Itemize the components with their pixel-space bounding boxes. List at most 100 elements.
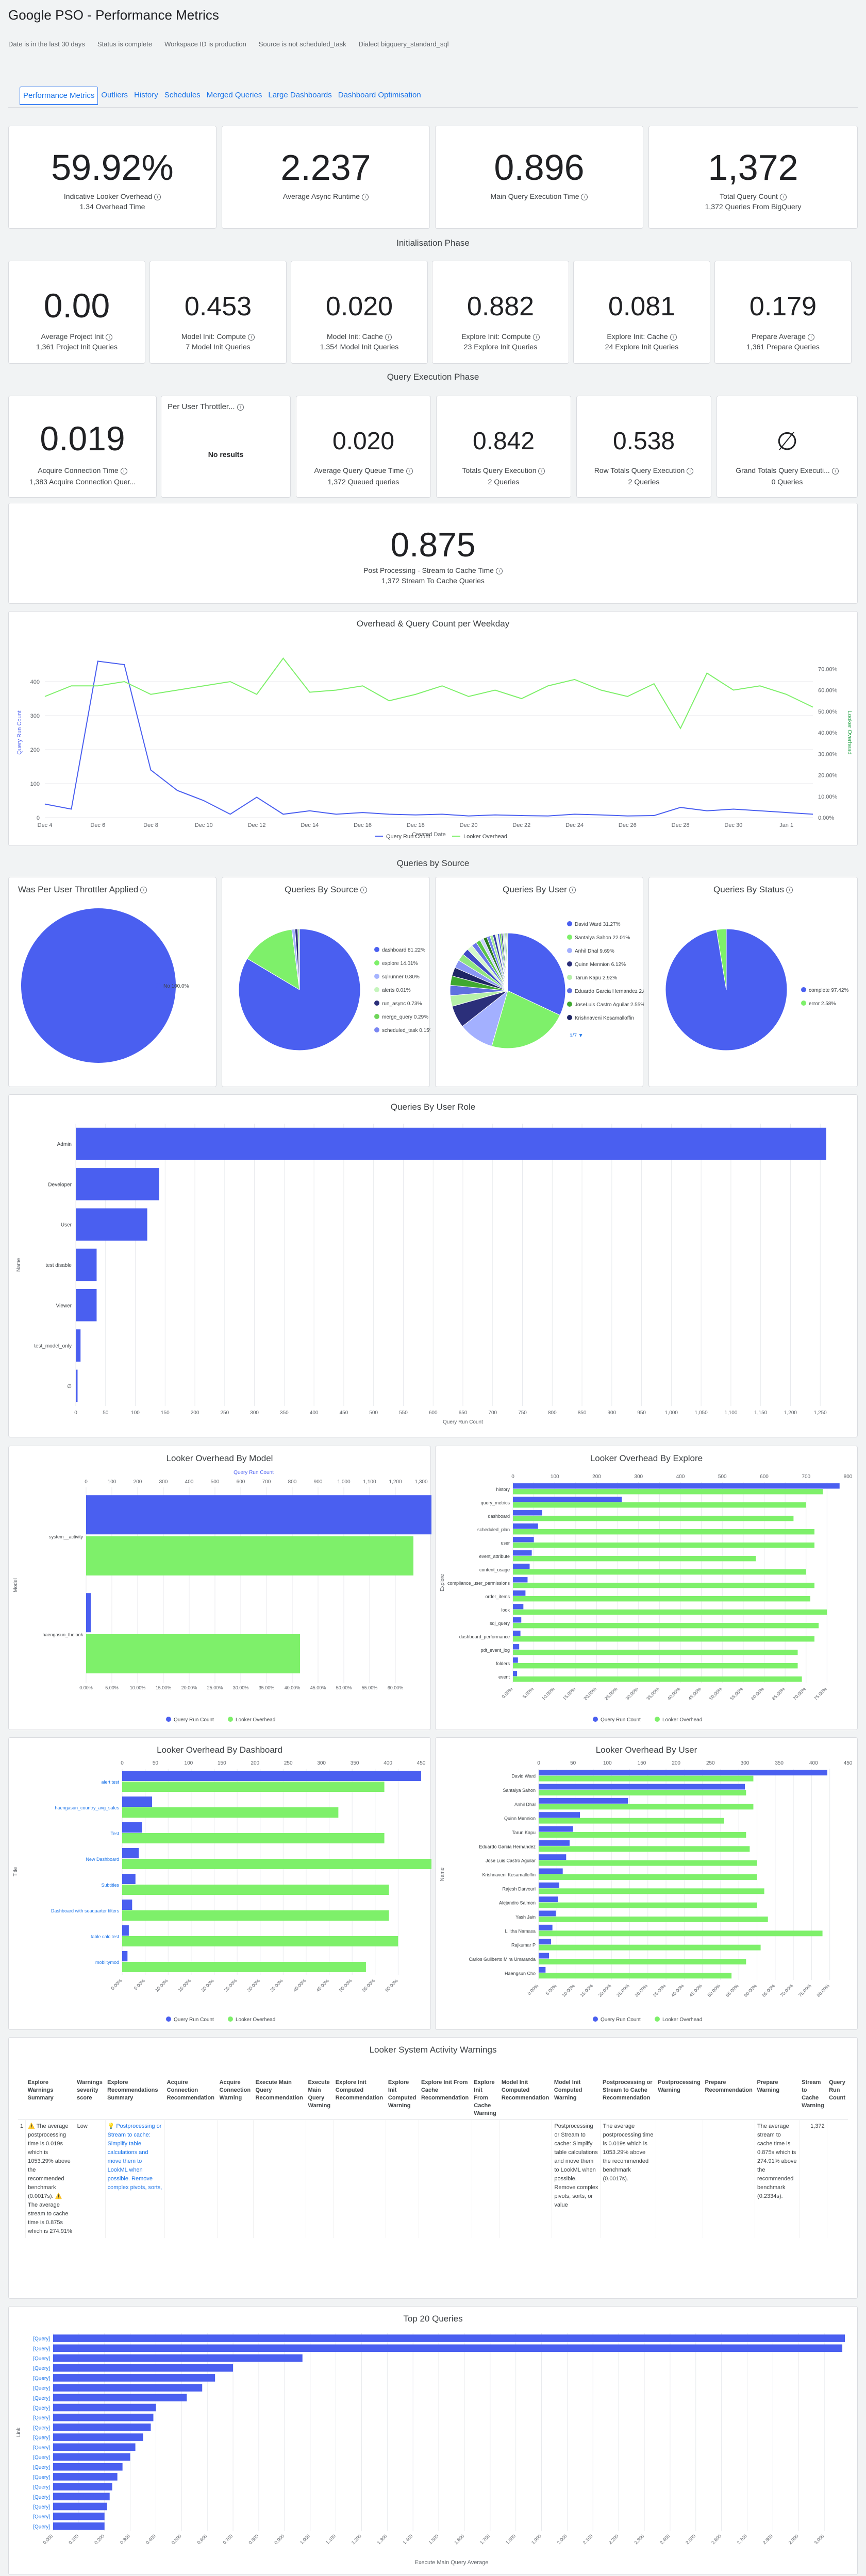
bar-query-run-count <box>539 1953 549 1959</box>
info-icon[interactable]: i <box>495 567 503 574</box>
filter-chip[interactable]: Status is complete <box>97 40 153 48</box>
info-icon[interactable]: i <box>154 193 161 200</box>
column-header[interactable]: Prepare Warning <box>755 2077 800 2120</box>
y-tick-label: 300 <box>30 713 40 719</box>
x-tick-label: 500 <box>369 1410 378 1416</box>
kpi-card: 0.896 Main Query Execution Time i <box>435 126 643 229</box>
column-header[interactable]: Explore Init From Cache Warning <box>472 2077 499 2120</box>
category-link: [Query] <box>33 2356 50 2362</box>
tab-merged-queries[interactable]: Merged Queries <box>206 91 262 99</box>
column-header[interactable]: Stream to Cache Warning <box>800 2077 827 2120</box>
bar <box>53 2424 151 2431</box>
bar-looker-overhead <box>513 1623 819 1629</box>
column-header[interactable]: Explore Warnings Summary <box>25 2077 75 2120</box>
tab-outliers[interactable]: Outliers <box>101 91 128 99</box>
filter-chip[interactable]: Date is in the last 30 days <box>8 40 85 48</box>
chart-title: Was Per User Throttler Applied i <box>18 885 147 895</box>
kpi-card: 0.179 Prepare Average i 1,361 Prepare Que… <box>714 261 852 364</box>
column-header[interactable]: Query Run Count <box>827 2077 848 2120</box>
tab-schedules[interactable]: Schedules <box>164 91 201 99</box>
x-tick-label: 0.700 <box>222 2533 234 2545</box>
bar-looker-overhead <box>122 1833 385 1843</box>
info-icon[interactable]: i <box>538 467 545 474</box>
info-icon[interactable]: i <box>406 467 413 474</box>
tab-large-dashboards[interactable]: Large Dashboards <box>268 91 332 99</box>
filter-chip[interactable]: Dialect bigquery_standard_sql <box>358 40 449 48</box>
info-icon[interactable]: i <box>360 887 367 894</box>
info-icon[interactable]: i <box>569 887 576 894</box>
pie-chart: David Ward 31.27% Santalya Sahon 22.01% An… <box>449 921 644 1049</box>
info-icon[interactable]: i <box>106 333 113 341</box>
kpi-value: 0.00 <box>43 286 110 325</box>
column-header[interactable]: Execute Main Query Warning <box>306 2077 334 2120</box>
bar <box>53 2473 118 2481</box>
cell-recommendation[interactable]: 💡 Postprocessing or Stream to cache: Sim… <box>105 2120 165 2238</box>
series-line-looker-overhead <box>44 657 813 730</box>
tab-performance-metrics[interactable]: Performance Metrics <box>20 87 98 105</box>
bar-looker-overhead <box>539 1902 757 1908</box>
x-tick-label: 1,100 <box>724 1410 737 1416</box>
column-header[interactable]: Explore Init Computed Recommendation <box>333 2077 386 2120</box>
info-icon[interactable]: i <box>831 467 839 474</box>
column-header[interactable]: Model Init Computed Recommendation <box>499 2077 552 2120</box>
info-icon[interactable]: i <box>670 333 677 341</box>
column-header[interactable]: Explore Init Computed Warning <box>386 2077 419 2120</box>
column-header[interactable]: Prepare Recommendation <box>703 2077 755 2120</box>
cell-empty <box>499 2120 553 2238</box>
bar <box>76 1208 147 1241</box>
info-icon[interactable]: i <box>687 467 694 474</box>
info-icon[interactable]: i <box>807 333 814 341</box>
bar <box>53 2512 105 2520</box>
x-tick-label: Dec 16 <box>354 822 372 828</box>
info-icon[interactable]: i <box>248 333 255 341</box>
x-tick-label: 2.200 <box>608 2533 620 2545</box>
legend-label: dashboard 81.22% <box>382 947 425 953</box>
info-icon[interactable]: i <box>140 887 147 894</box>
bar-looker-overhead <box>513 1596 810 1602</box>
warnings-table-card: Looker System Activity Warnings Explore … <box>8 2037 858 2299</box>
bar <box>76 1168 159 1200</box>
legend-label: Looker Overhead <box>236 1717 275 1723</box>
bar-looker-overhead <box>539 1874 757 1880</box>
x-tick-label: Dec 6 <box>90 822 105 828</box>
bar-query-run-count <box>122 1874 136 1884</box>
chart-title: Queries By Source i <box>222 885 429 895</box>
top-tick-label: 600 <box>237 1479 245 1485</box>
bottom-tick-label: 35.00% <box>652 1983 667 1998</box>
filter-chip[interactable]: Source is not scheduled_task <box>258 40 346 48</box>
column-header[interactable]: Postprocessing or Stream to Cache Recomm… <box>601 2077 656 2120</box>
bar <box>53 2463 123 2471</box>
chart-title: Queries By Status i <box>649 885 857 895</box>
info-icon[interactable]: i <box>385 333 392 341</box>
column-header[interactable]: Postprocessing Warning <box>656 2077 703 2120</box>
bottom-tick-label: 25.00% <box>207 1685 223 1690</box>
column-header[interactable]: Warnings severity score <box>75 2077 106 2120</box>
bar <box>76 1329 81 1362</box>
kpi-value: 0.020 <box>325 292 393 321</box>
x-tick-label: 1.200 <box>351 2533 362 2545</box>
column-header[interactable]: Model Init Computed Warning <box>552 2077 601 2120</box>
tab-dashboard-optimisation[interactable]: Dashboard Optimisation <box>338 91 421 99</box>
column-header[interactable]: Acquire Connection Recommendation <box>164 2077 218 2120</box>
category-label: Admin <box>57 1142 72 1147</box>
filter-chip[interactable]: Workspace ID is production <box>164 40 246 48</box>
legend-swatch <box>593 1717 598 1722</box>
tab-history[interactable]: History <box>134 91 158 99</box>
x-tick-label: 0.000 <box>42 2533 54 2545</box>
pie-slice <box>507 933 566 1016</box>
bar-chart-card-model: Looker Overhead By Model 0 100 200 300 400 50… <box>8 1446 431 1730</box>
column-header[interactable]: Execute Main Query Recommendation <box>253 2077 306 2120</box>
column-header[interactable]: Explore Init From Cache Recommendation <box>419 2077 472 2120</box>
info-icon[interactable]: i <box>532 333 540 341</box>
bar-query-run-count <box>122 1797 152 1807</box>
info-icon[interactable]: i <box>786 887 793 894</box>
info-icon[interactable]: i <box>237 403 244 411</box>
warnings-table: Explore Warnings Summary Warnings severit… <box>18 2077 848 2238</box>
info-icon[interactable]: i <box>120 467 127 474</box>
pie-card-source: Queries By Source i dashboard 81.22% explo… <box>222 877 430 1087</box>
info-icon[interactable]: i <box>779 193 787 200</box>
column-header[interactable]: Explore Recommendations Summary <box>105 2077 165 2120</box>
column-header[interactable]: Acquire Connection Warning <box>217 2077 254 2120</box>
info-icon[interactable]: i <box>362 193 369 200</box>
info-icon[interactable]: i <box>581 193 588 200</box>
